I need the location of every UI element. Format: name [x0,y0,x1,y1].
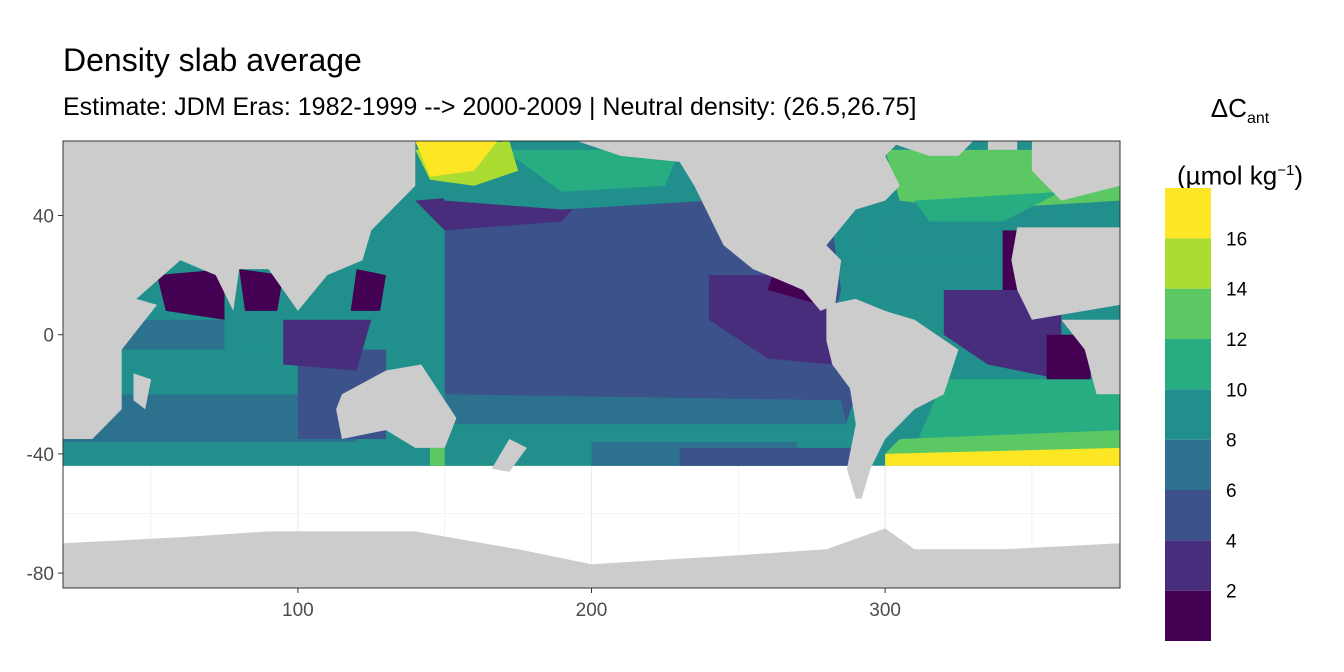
eurasia-land [63,141,416,311]
legend-tick-label: 16 [1226,229,1247,250]
legend-tick-label: 8 [1226,431,1237,452]
new-zealand-land [491,439,527,472]
chart-title: Density slab average [63,42,362,78]
australia-land [336,364,457,448]
indian-equatorial-band [121,319,225,350]
europe-land [1031,141,1120,201]
legend-tick-label: 2 [1226,582,1237,603]
south-america-land [826,298,959,499]
legend-swatch [1165,339,1211,390]
map-layer [63,141,1120,588]
legend-swatch [1165,238,1211,289]
iceland-land [987,141,1018,150]
x-tick-label: 200 [576,600,608,621]
legend-tick-label: 4 [1226,531,1237,552]
africa-land [63,215,181,439]
south-pacific-east-band [679,447,856,466]
x-tick-label: 300 [869,600,901,621]
south-atlantic-front [885,430,1120,454]
legend-unit-suffix: ) [1294,160,1303,191]
south-indian-subtropics [63,394,357,442]
madagascar-land [133,373,152,410]
legend-tick-label: 10 [1226,380,1247,401]
southern-indian-band [63,442,445,466]
y-tick-label: 40 [33,207,54,228]
legend-swatch [1165,389,1211,440]
antarctica-land [63,528,1120,588]
south-china-sea [350,269,386,311]
greenland-land [885,141,974,156]
south-atlantic-subtropics [914,379,1120,448]
y-tick-label: 0 [43,326,54,347]
central-africa-land [1061,319,1120,395]
arabian-sea [157,269,225,320]
y-tick-label: -40 [27,445,54,466]
legend-title-sub: ant [1246,110,1270,128]
north-america-land [576,141,900,311]
sea-of-okhotsk [415,141,498,177]
legend-title-main: ΔC [1210,93,1247,123]
legend-tick-label: 12 [1226,330,1247,351]
legend-tick-label: 6 [1226,481,1237,502]
legend-swatch [1165,188,1211,239]
timor-sea [283,319,372,371]
west-africa-land [1011,227,1120,320]
legend-swatch [1165,540,1211,591]
alaska-gyre [503,149,680,192]
legend-unit-prefix: (µmol kg [1177,160,1278,191]
gulf-of-guinea [1046,334,1091,380]
legend-swatch [1165,590,1211,641]
legend-title: ΔCant (µmol kg−1) [1160,82,1320,202]
legend-swatch [1165,490,1211,541]
legend-unit-sup: −1 [1277,162,1295,180]
x-tick-label: 100 [282,600,314,621]
brazil-malvinas-confluence [885,447,1120,466]
indian-equatorial [63,349,328,395]
legend-swatch [1165,288,1211,339]
legend-tick-label: 14 [1226,280,1248,301]
legend-swatch [1165,439,1211,490]
chart-subtitle: Estimate: JDM Eras: 1982-1999 --> 2000-2… [63,93,917,121]
bay-of-bengal [239,269,284,311]
y-tick-label: -80 [27,564,54,585]
north-atlantic-current [914,191,1062,222]
